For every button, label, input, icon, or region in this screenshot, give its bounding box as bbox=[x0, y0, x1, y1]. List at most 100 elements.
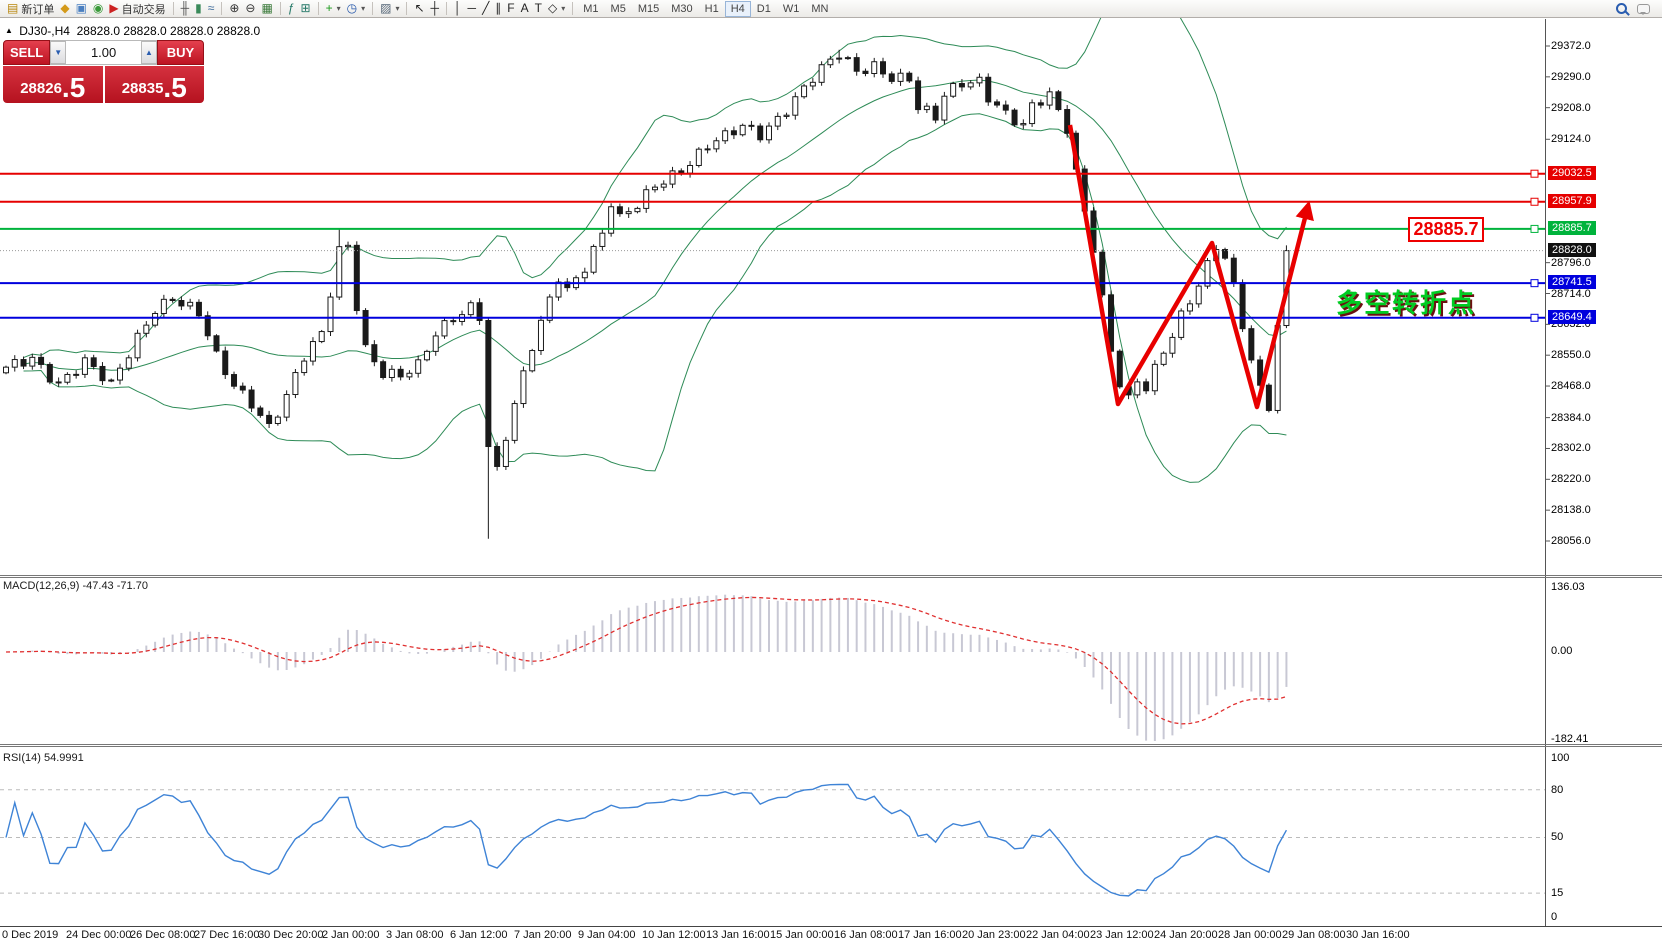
fibonacci-button[interactable]: F bbox=[504, 1, 517, 17]
autotrade-button[interactable]: ▶ 自动交易 bbox=[106, 1, 168, 17]
timeframe-button-mn[interactable]: MN bbox=[811, 2, 829, 15]
toolbar-separator bbox=[572, 2, 574, 15]
template-button[interactable]: ▨ ▾ bbox=[377, 1, 402, 17]
trendline-button[interactable]: ╱ bbox=[479, 1, 492, 17]
sell-button[interactable]: SELL bbox=[3, 40, 51, 65]
fibonacci-icon: F bbox=[507, 1, 515, 15]
price-tick-label: 29208.0 bbox=[1551, 101, 1591, 114]
timeframe-button-h1[interactable]: H1 bbox=[704, 2, 719, 15]
hat-button[interactable]: ◆ bbox=[57, 1, 72, 17]
price-level-label: 29032.5 bbox=[1548, 165, 1596, 180]
candle-chart-icon: ▮ bbox=[195, 1, 202, 15]
time-axis-label: 3 Jan 08:00 bbox=[386, 929, 444, 941]
price-tick-label: 28056.0 bbox=[1551, 535, 1591, 547]
arrows-icon: ◇ bbox=[548, 1, 558, 15]
timeframe-button-m5[interactable]: M5 bbox=[610, 2, 626, 15]
indicators-button[interactable]: ƒ bbox=[285, 1, 298, 17]
turning-point-annotation[interactable]: 多空转折点 bbox=[1336, 288, 1477, 318]
rsi-value: 54.9991 bbox=[43, 752, 84, 764]
buy-price-fraction: .5 bbox=[163, 72, 187, 103]
toolbar-icon-group: ▤ 新订单 ◆ ▣ ◉ ▶ 自动交易 ╫ ▮ ≈ ⊕ ⊖ ▦ ƒ ⊞ + ▾ ◷ ▾ ▨ ▾ ↖ ┼ │ ─ ╱ ∥ F A T ◇ ▾ bbox=[4, 1, 577, 17]
sell-price-fraction: .5 bbox=[61, 72, 86, 103]
zoom-out-button[interactable]: ⊖ bbox=[242, 1, 258, 17]
sell-price-display[interactable]: 28826 .5 bbox=[3, 66, 103, 103]
signal-button[interactable]: ◉ bbox=[90, 1, 106, 17]
horizontal-line-button[interactable]: ─ bbox=[465, 1, 480, 17]
symbol-ohlc-line: ▲ DJ30-,H4 28828.0 28828.0 28828.0 28828… bbox=[5, 24, 260, 38]
macd-signal-value: -71.70 bbox=[116, 580, 148, 592]
line-chart-button[interactable]: ≈ bbox=[205, 1, 218, 17]
price-tick-label: 29124.0 bbox=[1551, 133, 1591, 146]
chevron-down-icon[interactable]: ▾ bbox=[561, 4, 566, 13]
volume-stepper: ▼ ▲ bbox=[50, 40, 157, 65]
time-axis-label: 30 Dec 20:00 bbox=[258, 929, 324, 941]
price-level-label: 28957.9 bbox=[1548, 193, 1596, 208]
equidistant-channel-button[interactable]: ∥ bbox=[492, 1, 504, 17]
template-icon: ▨ bbox=[380, 1, 392, 15]
tile-windows-button[interactable]: ▦ bbox=[258, 1, 275, 17]
toolbar-separator bbox=[406, 2, 408, 15]
label-icon: T bbox=[534, 1, 542, 15]
time-axis-label: 23 Jan 12:00 bbox=[1090, 929, 1154, 941]
period-button[interactable]: ◷ ▾ bbox=[344, 1, 369, 17]
timeframe-button-h4[interactable]: H4 bbox=[724, 0, 751, 17]
signal-icon: ◉ bbox=[92, 1, 104, 15]
main-toolbar: ▤ 新订单 ◆ ▣ ◉ ▶ 自动交易 ╫ ▮ ≈ ⊕ ⊖ ▦ ƒ ⊞ + ▾ ◷ ▾ ▨ ▾ ↖ ┼ │ ─ ╱ ∥ F A T ◇ ▾ M1… bbox=[0, 0, 1662, 18]
time-axis-label: 2 Jan 00:00 bbox=[322, 929, 380, 941]
volume-decrease-button[interactable]: ▼ bbox=[50, 41, 67, 64]
time-axis-label: 22 Jan 04:00 bbox=[1026, 929, 1090, 941]
price-tick-label: 29290.0 bbox=[1551, 70, 1591, 83]
price-callout-label[interactable]: 28885.7 bbox=[1408, 217, 1484, 242]
chat-icon[interactable] bbox=[1637, 3, 1650, 15]
symbol-name: DJ30-,H4 bbox=[19, 24, 70, 38]
price-tick-label: 28220.0 bbox=[1551, 473, 1591, 486]
time-axis-label: 27 Dec 16:00 bbox=[194, 929, 260, 941]
label-button[interactable]: T bbox=[532, 1, 545, 17]
toolbar-separator bbox=[372, 2, 374, 15]
chevron-down-icon[interactable]: ▾ bbox=[361, 4, 366, 13]
time-axis-label: 30 Jan 16:00 bbox=[1346, 929, 1410, 941]
time-axis-label: 0 Dec 2019 bbox=[2, 929, 59, 941]
timeframe-button-m30[interactable]: M30 bbox=[671, 2, 693, 15]
volume-input[interactable] bbox=[66, 41, 141, 64]
vertical-line-icon: │ bbox=[454, 1, 462, 15]
indicators-icon: ƒ bbox=[287, 1, 295, 15]
chevron-down-icon[interactable]: ▾ bbox=[395, 4, 400, 13]
chevron-down-icon[interactable]: ▾ bbox=[336, 4, 341, 13]
macd-name: MACD(12,26,9) bbox=[3, 580, 80, 592]
buy-price-display[interactable]: 28835 .5 bbox=[104, 66, 204, 103]
timeframe-button-w1[interactable]: W1 bbox=[782, 2, 800, 15]
time-axis-label: 20 Jan 23:00 bbox=[962, 929, 1026, 941]
timeframe-button-m15[interactable]: M15 bbox=[637, 2, 660, 15]
timeframe-button-m1[interactable]: M1 bbox=[583, 2, 599, 15]
bar-chart-icon: ╫ bbox=[180, 1, 190, 15]
crosshair-button[interactable]: ┼ bbox=[428, 1, 443, 17]
profile-window-button[interactable]: ▣ bbox=[73, 1, 90, 17]
bar-chart-button[interactable]: ╫ bbox=[178, 1, 193, 17]
autotrade-icon: ▶ bbox=[109, 1, 119, 15]
time-axis-label: 10 Jan 12:00 bbox=[642, 929, 706, 941]
rsi-name: RSI(14) bbox=[3, 752, 41, 764]
toolbar-separator bbox=[279, 2, 281, 15]
time-axis-label: 28 Jan 00:00 bbox=[1218, 929, 1282, 941]
buy-price-main: 28835 bbox=[121, 80, 164, 97]
zoom-in-button[interactable]: ⊕ bbox=[226, 1, 242, 17]
cursor-button[interactable]: ↖ bbox=[411, 1, 427, 17]
search-icon[interactable] bbox=[1616, 3, 1627, 14]
price-tick-label: 28138.0 bbox=[1551, 504, 1591, 517]
new-order-button[interactable]: ▤ 新订单 bbox=[4, 1, 57, 17]
timeframe-button-d1[interactable]: D1 bbox=[756, 2, 771, 15]
price-tick-label: 28468.0 bbox=[1551, 380, 1591, 393]
volume-increase-button[interactable]: ▲ bbox=[141, 41, 157, 64]
equidistant-channel-icon: ∥ bbox=[495, 1, 502, 15]
indicator-window-button[interactable]: ⊞ bbox=[298, 1, 314, 17]
buy-button[interactable]: BUY bbox=[157, 40, 204, 65]
vertical-line-button[interactable]: │ bbox=[451, 1, 465, 17]
candle-chart-button[interactable]: ▮ bbox=[192, 1, 205, 17]
arrows-button[interactable]: ◇ ▾ bbox=[545, 1, 568, 17]
add-object-button[interactable]: + ▾ bbox=[323, 1, 344, 17]
crosshair-icon: ┼ bbox=[430, 1, 440, 15]
text-button[interactable]: A bbox=[518, 1, 532, 17]
